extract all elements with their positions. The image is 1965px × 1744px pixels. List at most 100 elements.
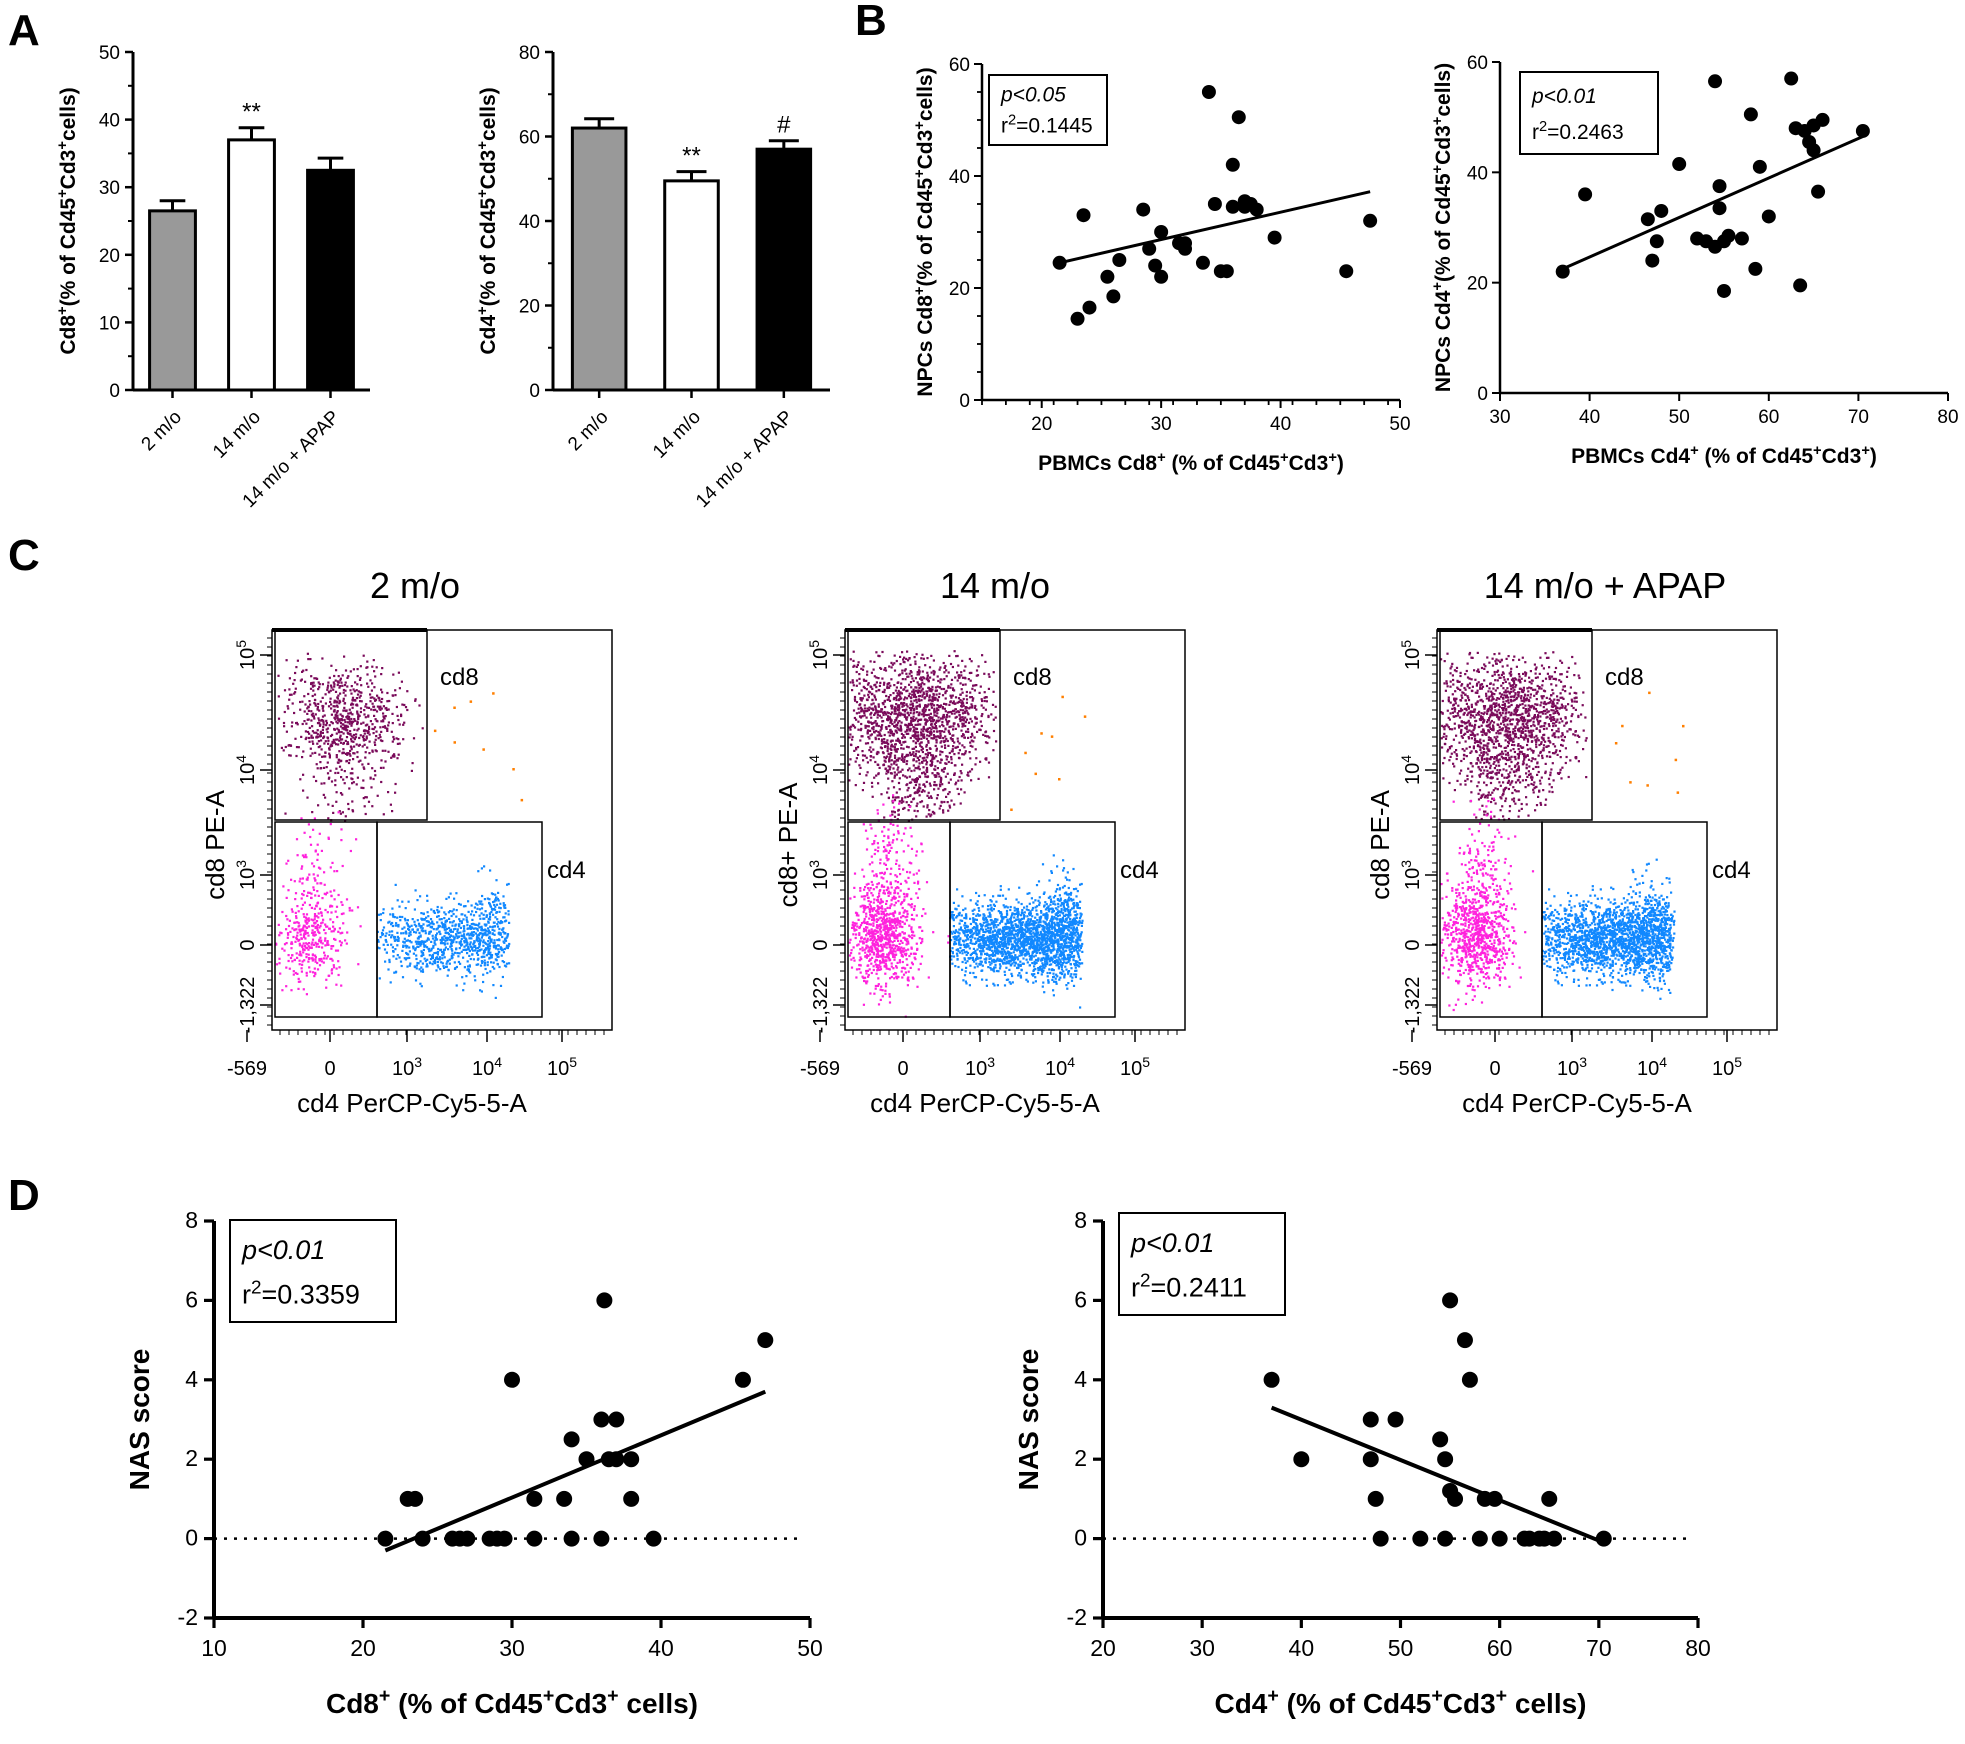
- double-negative-event: [299, 950, 302, 953]
- cd8-event: [853, 695, 857, 699]
- cd8-event: [921, 789, 925, 792]
- cd8-event: [380, 707, 383, 710]
- cd4-event: [497, 952, 500, 955]
- cd8-event: [928, 726, 931, 730]
- cd4-event: [439, 938, 442, 942]
- cd4-event: [387, 921, 390, 924]
- cd8-event: [374, 749, 377, 752]
- double-negative-event: [296, 972, 299, 975]
- double-negative-event: [305, 953, 308, 956]
- cd8-event: [953, 709, 956, 712]
- cd4-event: [479, 917, 482, 920]
- double-negative-event: [303, 925, 306, 928]
- y-tick-label: 8: [1074, 1207, 1087, 1233]
- cd4-event: [384, 960, 387, 963]
- cd4-event: [438, 918, 441, 921]
- cd4-event: [498, 939, 501, 942]
- cd8-event: [348, 759, 351, 762]
- cd4-event: [481, 934, 484, 937]
- cd8-event: [898, 729, 902, 732]
- double-negative-event: [877, 924, 880, 927]
- cd8-event: [896, 748, 899, 751]
- cd8-event: [933, 723, 936, 726]
- cd8-event: [961, 763, 964, 766]
- cd4-event: [404, 930, 407, 933]
- cd8-event: [877, 705, 880, 708]
- cd8-event: [914, 783, 917, 787]
- double-negative-event: [880, 954, 883, 957]
- cd8-event: [283, 689, 287, 692]
- cd8-event: [890, 763, 893, 766]
- cd4-event: [490, 961, 493, 964]
- cd4-event: [456, 930, 459, 933]
- cd8-event: [396, 742, 399, 745]
- cd8-event: [920, 741, 923, 744]
- cd8-event: [375, 719, 378, 722]
- cd8-event: [912, 715, 915, 718]
- y-axis-label: NAS score: [1013, 1349, 1044, 1491]
- cd8-event: [888, 699, 892, 702]
- cd8-event: [950, 683, 953, 686]
- double-negative-event: [896, 919, 900, 922]
- cd4-event: [429, 922, 432, 925]
- double-negative-event: [285, 914, 288, 918]
- double-negative-event: [888, 951, 891, 954]
- cd8-event: [931, 685, 934, 688]
- cd4-event: [460, 920, 463, 923]
- double-negative-event: [906, 912, 909, 916]
- double-negative-event: [903, 922, 906, 925]
- double-negative-event: [302, 913, 305, 916]
- double-negative-event: [879, 898, 883, 901]
- cd8-event: [945, 716, 948, 719]
- cd8-event: [960, 671, 963, 674]
- cd4-event: [391, 914, 395, 917]
- double-negative-event: [308, 942, 311, 945]
- double-negative-event: [871, 948, 874, 951]
- cd8-event: [872, 756, 875, 759]
- cd8-event: [352, 688, 355, 691]
- double-negative-event: [295, 936, 298, 939]
- cd8-event: [908, 781, 911, 784]
- cd8-event: [296, 659, 299, 662]
- cd4-event: [452, 928, 456, 931]
- cd4-event: [491, 965, 494, 969]
- cd8-event: [918, 762, 921, 765]
- cd4-event: [493, 939, 496, 942]
- cd8-event: [976, 730, 979, 733]
- cd4-event: [379, 913, 382, 916]
- cd8-event: [347, 802, 350, 806]
- double-negative-event: [318, 938, 321, 941]
- cd8-event: [335, 701, 338, 704]
- double-negative-event: [879, 933, 882, 936]
- cd8-event: [873, 731, 876, 734]
- x-tick-label: 2 m/o: [564, 407, 612, 455]
- cd8-event: [905, 783, 908, 787]
- cd8-event: [979, 720, 982, 723]
- cd8-event: [899, 663, 902, 666]
- cd4-event: [441, 937, 444, 940]
- double-negative-event: [901, 931, 904, 934]
- cd8-event: [921, 670, 924, 673]
- cd8-event: [982, 706, 985, 709]
- cd8-event: [930, 796, 933, 799]
- double-negative-event: [295, 928, 298, 931]
- cd4-event: [430, 926, 433, 929]
- cd8-event: [917, 673, 920, 676]
- double-negative-event: [355, 838, 358, 841]
- double-negative-event: [304, 920, 307, 923]
- cd8-event: [896, 692, 899, 695]
- cd4-event: [448, 938, 452, 941]
- cd8-event: [391, 712, 394, 715]
- double-negative-event: [887, 930, 890, 933]
- cd4-event: [479, 989, 482, 992]
- double-negative-event: [859, 905, 862, 908]
- cd8-event: [877, 730, 880, 734]
- cd4-event: [379, 919, 382, 922]
- double-negative-event: [855, 914, 858, 917]
- cd8-event: [964, 683, 967, 686]
- cd4-event: [426, 899, 429, 902]
- cd4-event: [482, 973, 485, 976]
- cd8-event: [337, 743, 340, 746]
- double-negative-event: [320, 922, 323, 925]
- cd4-event: [505, 946, 508, 949]
